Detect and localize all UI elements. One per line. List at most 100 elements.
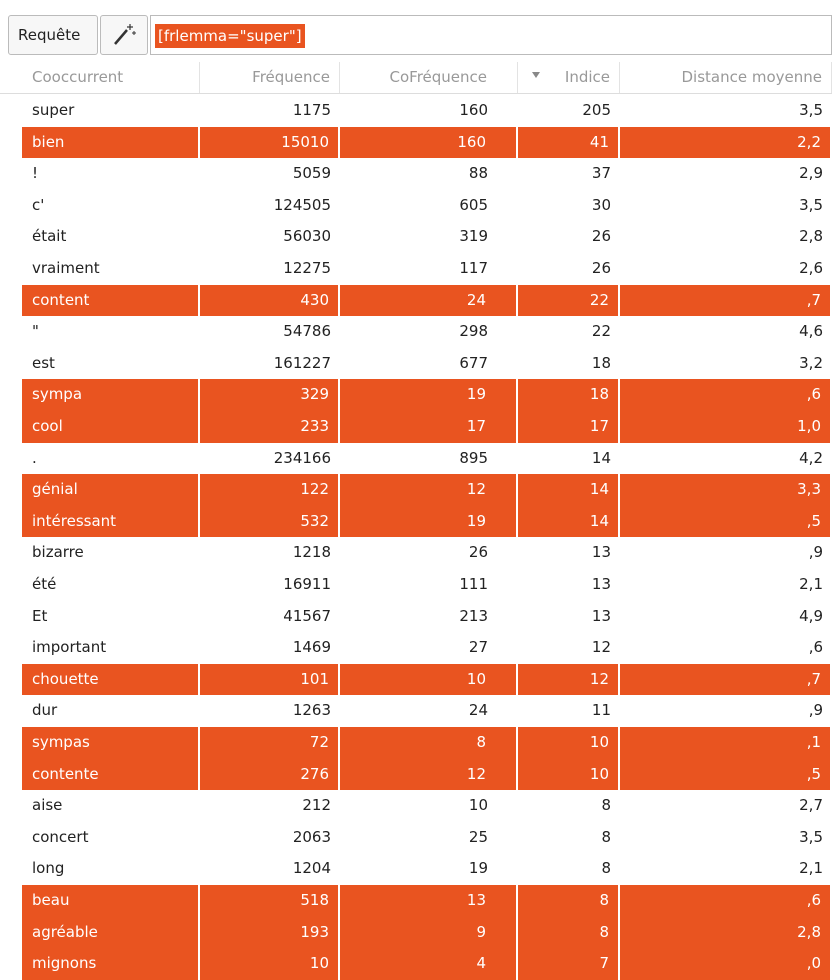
table-row[interactable]: long 1204 19 8 2,1 <box>0 853 832 885</box>
table-row[interactable]: aise 212 10 8 2,7 <box>0 790 832 822</box>
table-cell: ,9 <box>808 701 823 720</box>
table-row[interactable]: contente 276 12 10,5 <box>0 758 832 791</box>
table-row[interactable]: sympa 329 19 18,6 <box>0 379 832 411</box>
table-cell: 19 <box>468 859 488 878</box>
wand-button[interactable] <box>100 15 148 55</box>
table-cell: ,5 <box>620 505 832 538</box>
table-cell: 18 <box>518 379 620 411</box>
column-header[interactable]: Cooccurrent <box>22 62 200 93</box>
table-row[interactable]: beau 518 13 8,6 <box>0 885 832 917</box>
table-row[interactable]: vraiment 12275 117 26 2,6 <box>0 253 832 285</box>
table-row[interactable]: dur 1263 24 11 ,9 <box>0 695 832 727</box>
table-row[interactable]: content 430 24 22,7 <box>0 284 832 317</box>
table-cell: 1469 <box>292 638 331 657</box>
table-row[interactable]: super 1175 160 205 3,5 <box>0 95 832 127</box>
table-cell: 122 <box>200 474 340 506</box>
table-row[interactable]: important 1469 27 12 ,6 <box>0 632 832 664</box>
table-row[interactable]: mignons 10 4 7,0 <box>0 948 832 980</box>
table-cell: 213 <box>459 606 488 625</box>
table-cell: 10 <box>518 758 620 791</box>
column-header[interactable]: Distance moyenne <box>620 62 832 93</box>
table-cell: 1218 <box>292 543 331 562</box>
table-cell: 8 <box>601 827 611 846</box>
query-text: [frlemma="super"] <box>155 24 305 48</box>
table-cell: 319 <box>459 227 488 246</box>
table-cell: 117 <box>459 259 488 277</box>
table-cell: cool <box>22 411 200 443</box>
table-cell: ,0 <box>620 948 832 980</box>
table-row[interactable]: intéressant 532 19 14,5 <box>0 505 832 538</box>
table-cell: 2,1 <box>799 575 823 593</box>
table-row[interactable]: c' 124505 605 30 3,5 <box>0 190 832 222</box>
table-cell: 19 <box>340 505 518 538</box>
table-cell: été <box>32 575 57 593</box>
table-cell: 30 <box>591 195 611 214</box>
table-row[interactable]: génial 122 12 14 3,3 <box>0 474 832 506</box>
table-cell: content <box>22 284 200 317</box>
column-header[interactable]: CoFréquence <box>340 62 518 93</box>
table-cell: 2,9 <box>799 164 823 183</box>
table-cell: concert <box>32 827 89 846</box>
table-row[interactable]: bien 15010 160 41 2,2 <box>0 126 832 159</box>
table-cell: 605 <box>459 195 488 214</box>
table-cell: 22 <box>591 322 611 341</box>
table-row[interactable]: concert 2063 25 8 3,5 <box>0 822 832 854</box>
table-cell: 13 <box>591 606 611 625</box>
column-header[interactable]: Indice <box>518 62 620 93</box>
table-cell: 895 <box>459 448 488 467</box>
table-cell: 205 <box>582 101 611 119</box>
table-cell: 234166 <box>273 448 331 467</box>
table-cell: bizarre <box>32 543 84 562</box>
table-row[interactable]: sympas 72 8 10,1 <box>0 727 832 759</box>
table-cell: 7 <box>518 948 620 980</box>
table-cell: 26 <box>591 227 611 246</box>
table-cell: 37 <box>591 164 611 183</box>
table-cell: chouette <box>22 663 200 696</box>
table-cell: 677 <box>459 353 488 372</box>
table-row[interactable]: est 161227 677 18 3,2 <box>0 348 832 380</box>
table-cell: 88 <box>468 164 488 183</box>
table-cell: 16911 <box>283 575 331 593</box>
table-cell: 3,2 <box>799 353 823 372</box>
table-cell: 5059 <box>292 164 331 183</box>
table-cell: 17 <box>518 411 620 443</box>
table-cell: 212 <box>302 796 331 815</box>
table-cell: 430 <box>200 284 340 317</box>
table-cell: 2,7 <box>799 796 823 815</box>
table-row[interactable]: agréable 193 9 8 2,8 <box>0 916 832 949</box>
table-row[interactable]: . 234166 895 14 4,2 <box>0 443 832 475</box>
table-row[interactable]: était 56030 319 26 2,8 <box>0 221 832 253</box>
query-button[interactable]: Requête <box>8 15 98 55</box>
table-cell: aise <box>32 796 63 815</box>
table-row[interactable]: Et 41567 213 13 4,9 <box>0 601 832 633</box>
table-row[interactable]: bizarre 1218 26 13 ,9 <box>0 537 832 569</box>
wand-icon <box>114 24 136 45</box>
table-cell: génial <box>22 474 200 506</box>
table-row[interactable]: " 54786 298 22 4,6 <box>0 316 832 348</box>
table-cell: ,7 <box>620 284 832 317</box>
table-cell: 17 <box>340 411 518 443</box>
table-cell: 124505 <box>273 195 331 214</box>
table-cell: mignons <box>22 948 200 980</box>
table-cell: 41567 <box>283 606 331 625</box>
table-cell: 12275 <box>283 259 331 277</box>
table-cell: 3,5 <box>799 827 823 846</box>
column-header[interactable]: Fréquence <box>200 62 340 93</box>
table-cell: intéressant <box>22 505 200 538</box>
table-cell: 2,6 <box>799 259 823 277</box>
table-cell: 72 <box>200 727 340 759</box>
table-cell: 4,9 <box>799 606 823 625</box>
table-cell: 193 <box>200 916 340 949</box>
table-row[interactable]: chouette 101 10 12,7 <box>0 663 832 696</box>
table-row[interactable]: été 16911 111 13 2,1 <box>0 569 832 601</box>
table-cell: 54786 <box>283 322 331 341</box>
table-cell: 15010 <box>200 126 340 159</box>
table-cell: 329 <box>200 379 340 411</box>
table-cell: ,7 <box>620 663 832 696</box>
table-row[interactable]: cool 233 17 17 1,0 <box>0 411 832 443</box>
table-cell: 8 <box>518 916 620 949</box>
table-cell: 532 <box>200 505 340 538</box>
table-cell: 8 <box>340 727 518 759</box>
table-cell: 14 <box>591 448 611 467</box>
table-row[interactable]: ! 5059 88 37 2,9 <box>0 158 832 190</box>
